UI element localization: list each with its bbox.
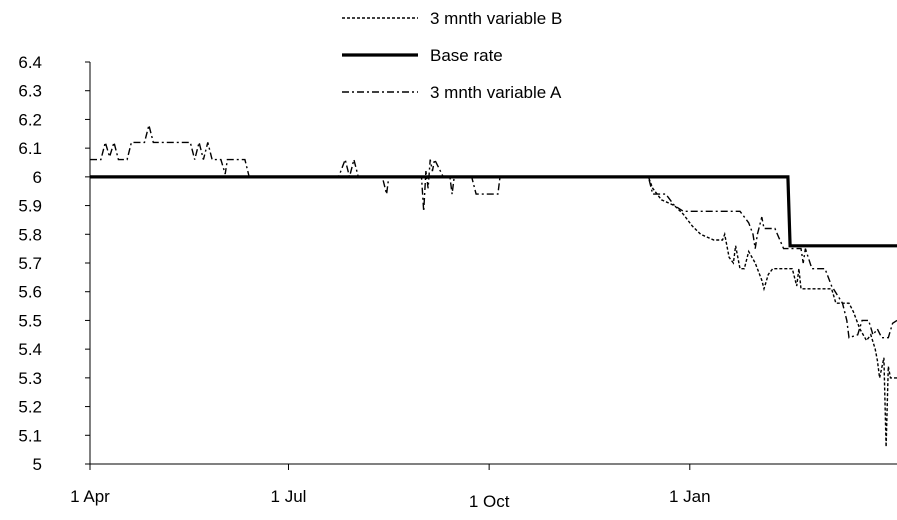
y-tick-label: 6.1 xyxy=(18,139,42,158)
legend-label: 3 mnth variable B xyxy=(430,9,562,28)
y-tick-label: 5.7 xyxy=(18,254,42,273)
y-tick-label: 5.2 xyxy=(18,398,42,417)
x-axis-ticks: 1 Apr 1 Jul 1 Oct 1 Jan xyxy=(70,464,711,511)
y-tick-label: 5.5 xyxy=(18,311,42,330)
x-tick-label: 1 Jan xyxy=(669,487,711,506)
series-lines xyxy=(90,125,897,447)
legend-label: 3 mnth variable A xyxy=(430,83,562,102)
y-tick-label: 5.3 xyxy=(18,369,42,388)
y-tick-label: 5 xyxy=(33,455,42,474)
series-line-3-mnth-variable-a xyxy=(90,125,897,339)
y-tick-label: 5.4 xyxy=(18,340,42,359)
y-tick-label: 5.1 xyxy=(18,426,42,445)
y-tick-label: 5.6 xyxy=(18,283,42,302)
y-tick-label: 6.3 xyxy=(18,82,42,101)
y-tick-label: 6.2 xyxy=(18,110,42,129)
y-tick-label: 6.4 xyxy=(18,53,42,72)
y-axis-ticks: 5 5.1 5.2 5.3 5.4 5.5 5.6 5.7 5.8 5.9 6 6.1 6.2 6.3 6.… xyxy=(18,53,90,474)
series-line-3-mnth-variable-b xyxy=(90,176,897,447)
legend-label: Base rate xyxy=(430,46,503,65)
y-tick-label: 6 xyxy=(33,168,42,187)
x-tick-label: 1 Apr xyxy=(70,487,110,506)
legend: 3 mnth variable B Base rate 3 mnth variabl… xyxy=(342,9,562,102)
y-tick-label: 5.9 xyxy=(18,197,42,216)
x-tick-label: 1 Oct xyxy=(469,492,510,511)
x-tick-label: 1 Jul xyxy=(271,487,307,506)
axes xyxy=(89,62,897,465)
series-line-base-rate xyxy=(90,175,897,248)
y-tick-label: 5.8 xyxy=(18,225,42,244)
